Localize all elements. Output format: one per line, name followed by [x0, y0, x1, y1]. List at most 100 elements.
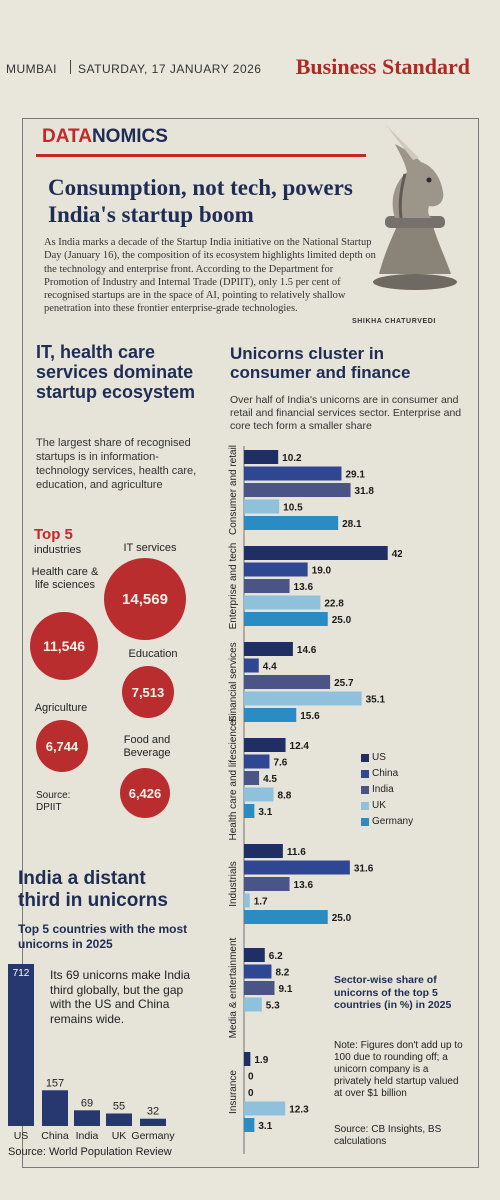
sector-value-label: 31.6 [354, 864, 374, 875]
sector-value-label: 6.2 [269, 951, 283, 962]
sector-bar-consumer-and-retail-germany [244, 516, 339, 530]
legend-item-uk: UK [361, 800, 386, 811]
sector-category-label-media-entertainment: Media & entertainment [228, 937, 239, 1038]
country-value-label: 69 [81, 1097, 93, 1109]
sector-bar-health-care-and-lifesciences-uk [244, 787, 274, 802]
legend-label-india: India [372, 784, 394, 795]
legend-swatch-us [361, 754, 369, 762]
sector-value-label: 8.8 [277, 791, 291, 802]
sector-bar-health-care-and-lifesciences-us [244, 738, 286, 752]
sector-bar-consumer-and-retail-us [244, 450, 279, 464]
sector-category-label-industrials: Industrials [228, 861, 239, 907]
sector-bar-consumer-and-retail-uk [244, 499, 280, 514]
legend-label-uk: UK [372, 800, 386, 811]
sector-note: Note: Figures don't add up to 100 due to… [334, 1040, 463, 1099]
sector-bar-enterprise-and-tech-uk [244, 595, 321, 610]
masthead-divider [70, 60, 71, 74]
country-value-label: 157 [46, 1077, 64, 1089]
sector-value-label: 1.9 [254, 1055, 268, 1066]
sector-category-label-consumer-and-retail: Consumer and retail [228, 445, 239, 535]
section-tag-part1: DATA [42, 126, 92, 147]
sector-bar-industrials-us [244, 844, 283, 858]
sector-chart-subtitle: Over half of India's unicorns are in con… [230, 394, 462, 432]
sector-bar-health-care-and-lifesciences-germany [244, 804, 255, 818]
sector-bar-industrials-india [244, 877, 290, 891]
sector-value-label: 0 [248, 1072, 254, 1083]
sector-bar-insurance-uk [244, 1101, 286, 1116]
sector-value-label: 5.3 [266, 1001, 280, 1012]
country-tick-label: UK [112, 1130, 127, 1142]
sector-value-label: 14.6 [297, 645, 317, 656]
sector-value-label: 13.6 [294, 880, 314, 891]
sector-bar-consumer-and-retail-china [244, 466, 342, 481]
sector-bar-financial-services-china [244, 658, 259, 673]
sector-value-label: 3.1 [258, 807, 272, 818]
sector-value-label: 1.7 [254, 897, 268, 908]
sector-bar-consumer-and-retail-india [244, 483, 351, 497]
country-bar-india [74, 1110, 100, 1126]
section-rule [36, 154, 366, 157]
industry-label-food-beverage: Food and Beverage [123, 734, 171, 759]
sector-bar-enterprise-and-tech-india [244, 579, 290, 593]
industry-label-it-services: IT services [123, 542, 177, 554]
sector-category-label-insurance: Insurance [228, 1070, 239, 1114]
sector-bar-enterprise-and-tech-us [244, 546, 388, 560]
sector-bar-health-care-and-lifesciences-india [244, 771, 260, 785]
sector-bar-enterprise-and-tech-china [244, 562, 308, 577]
sector-value-label: 29.1 [345, 470, 365, 481]
country-tick-label: Germany [131, 1130, 175, 1142]
country-value-label: 32 [147, 1106, 159, 1118]
legend-swatch-india [361, 786, 369, 794]
industry-bubble-health-care: 11,546 [30, 612, 98, 680]
masthead-brand: Business Standard [295, 54, 470, 79]
legend-label-germany: Germany [372, 816, 414, 827]
masthead-date: SATURDAY, 17 JANUARY 2026 [78, 62, 262, 76]
industry-label-education: Education [128, 648, 178, 660]
sector-category-label-financial-services: Financial services [228, 642, 239, 721]
industries-subtitle: The largest share of recognised startups… [36, 437, 197, 491]
sector-bar-financial-services-us [244, 642, 293, 656]
sector-bar-media-entertainment-china [244, 964, 272, 979]
countries-title: India a distant third in unicorns [18, 868, 168, 911]
sector-legend-caption: Sector-wise share of unicorns of the top… [334, 974, 452, 1011]
section-tag-part2: NOMICS [91, 126, 168, 147]
sector-value-label: 19.0 [312, 566, 332, 577]
sector-bar-enterprise-and-tech-germany [244, 612, 328, 626]
sector-value-label: 8.2 [275, 968, 289, 979]
country-bar-chart: 712 US 157 China 69 India 55 UK 32 Germany [8, 964, 175, 1142]
country-bar-uk [106, 1113, 132, 1126]
sector-value-label: 15.6 [300, 711, 320, 722]
sector-value-label: 9.1 [278, 984, 292, 995]
sector-value-label: 25.0 [332, 913, 352, 924]
sector-value-label: 4.5 [263, 774, 277, 785]
sector-value-label: 25.7 [334, 678, 354, 689]
country-value-label: 712 [13, 968, 30, 979]
byline: SHIKHA CHATURVEDI [352, 318, 436, 325]
sector-value-label: 11.6 [287, 847, 306, 858]
legend-swatch-china [361, 770, 369, 778]
country-bar-us [8, 964, 34, 1126]
sector-value-label: 0 [248, 1088, 254, 1099]
countries-subtitle: Top 5 countries with the most unicorns i… [18, 922, 188, 951]
sector-bar-insurance-us [244, 1052, 251, 1066]
top5-sublabel: industries [34, 544, 82, 556]
legend-label-us: US [372, 752, 386, 763]
sector-bar-industrials-germany [244, 910, 328, 924]
sector-value-label: 35.1 [366, 695, 386, 706]
industry-bubble-education: 7,513 [122, 666, 174, 718]
section-tag: DATANOMICS [42, 126, 168, 148]
legend-swatch-uk [361, 802, 369, 810]
legend-item-us: US [361, 752, 386, 763]
sector-value-label: 13.6 [294, 582, 314, 593]
sector-bar-health-care-and-lifesciences-china [244, 754, 270, 769]
sector-bar-media-entertainment-us [244, 948, 265, 962]
country-bar-china [42, 1090, 68, 1126]
masthead: MUMBAI SATURDAY, 17 JANUARY 2026 Busines… [6, 52, 470, 82]
sector-value-label: 28.1 [342, 519, 362, 530]
legend-swatch-germany [361, 818, 369, 826]
sector-bar-financial-services-uk [244, 691, 362, 706]
industry-label-health-care: Health care & life sciences [31, 566, 99, 591]
intro-text: As India marks a decade of the Startup I… [44, 237, 376, 315]
sector-value-label: 25.0 [332, 615, 352, 626]
sector-value-label: 10.5 [283, 503, 303, 514]
